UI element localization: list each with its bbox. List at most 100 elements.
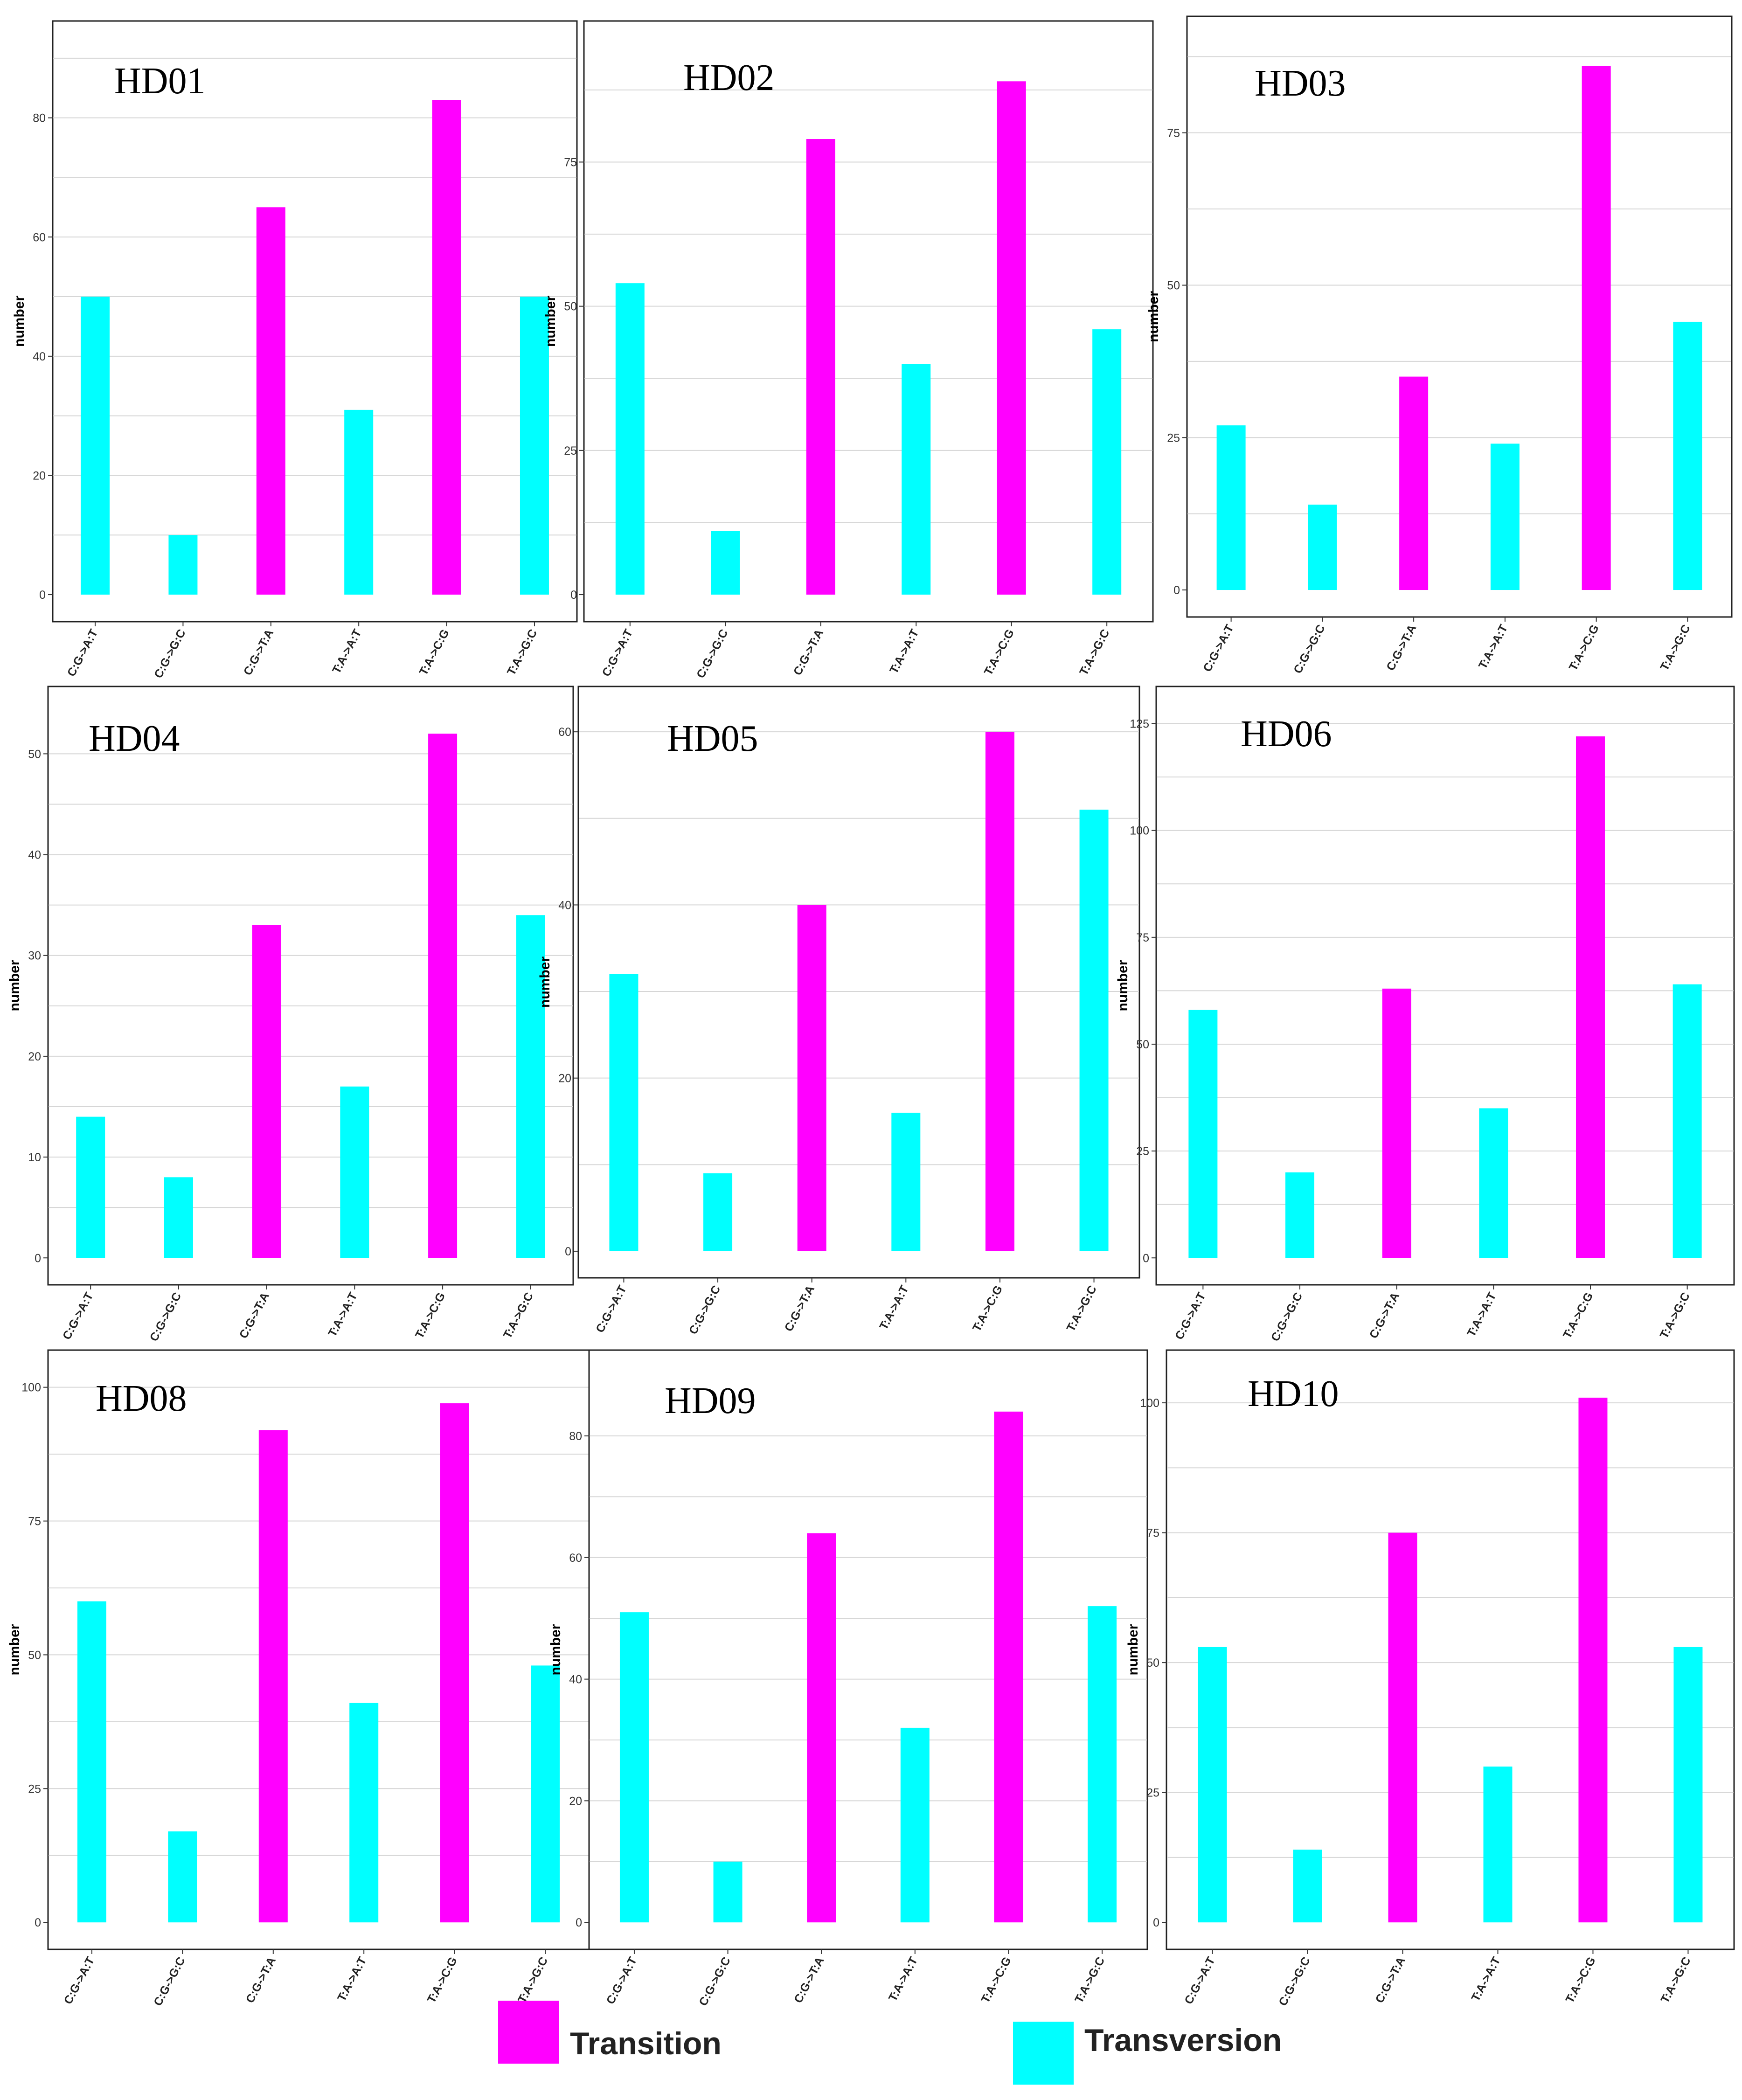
panel-title-hd02: HD02 — [683, 57, 775, 98]
bar-hd01-5 — [432, 100, 461, 595]
xtick-label-hd06-1: C:G->A:T — [1173, 1290, 1208, 1342]
ytick-label-hd06: 125 — [1130, 718, 1149, 731]
xtick-label-hd04-1: C:G->A:T — [60, 1290, 96, 1342]
xtick-label-hd03-4: T:A->A:T — [1476, 623, 1510, 672]
xtick-label-hd05-5: T:A->C:G — [970, 1283, 1005, 1334]
plot-area-hd02 — [583, 20, 1154, 623]
xtick-label-hd02-2: C:G->G:C — [694, 627, 731, 680]
legend-swatch-transition — [498, 2001, 559, 2064]
y-axis-label-hd02: number — [543, 296, 558, 347]
bar-hd05-5 — [985, 732, 1014, 1251]
ytick-label-hd10: 100 — [1140, 1397, 1159, 1410]
xtick-label-hd02-6: T:A->G:C — [1077, 627, 1112, 678]
ytick-label-hd02: 25 — [564, 444, 577, 457]
ytick-label-hd09: 80 — [569, 1430, 582, 1443]
bar-hd01-1 — [81, 297, 110, 595]
bar-hd05-3 — [797, 905, 826, 1251]
bar-hd02-2 — [711, 531, 740, 595]
y-axis-label-hd08: number — [7, 1624, 22, 1675]
bar-hd06-5 — [1575, 736, 1605, 1258]
plot-area-hd06 — [1155, 686, 1735, 1286]
ytick-label-hd04: 0 — [35, 1252, 41, 1265]
xtick-label-hd05-4: T:A->A:T — [877, 1283, 911, 1332]
ytick-label-hd01: 40 — [33, 350, 46, 363]
xtick-label-hd04-4: T:A->A:T — [326, 1290, 360, 1339]
bar-hd09-2 — [713, 1861, 743, 1923]
xtick-label-hd08-6: T:A->G:C — [515, 1955, 550, 2005]
ytick-label-hd09: 0 — [576, 1916, 582, 1929]
xtick-label-hd10-6: T:A->G:C — [1658, 1955, 1693, 2005]
xtick-label-hd10-1: C:G->A:T — [1182, 1955, 1218, 2007]
xtick-label-hd03-2: C:G->G:C — [1291, 623, 1328, 676]
xtick-label-hd09-5: T:A->C:G — [979, 1955, 1013, 2005]
chart-panels: 0 20 40 60 80 number C:G->A:T C:G->G:C C:G->T:A T… — [7, 15, 1735, 2008]
panel-hd09: 0 20 40 60 80 number C:G->A:T C:G->G:C C:G->T:A T… — [548, 1349, 1148, 2008]
xtick-label-hd04-3: C:G->T:A — [237, 1290, 272, 1341]
bar-hd04-2 — [164, 1177, 193, 1258]
ytick-label-hd03: 50 — [1167, 279, 1180, 292]
bar-hd03-4 — [1490, 444, 1520, 590]
ytick-label-hd04: 10 — [28, 1151, 41, 1164]
xtick-label-hd09-1: C:G->A:T — [604, 1955, 640, 2007]
panel-title-hd09: HD09 — [665, 1380, 756, 1421]
bar-hd09-6 — [1088, 1606, 1117, 1923]
ytick-label-hd04: 40 — [28, 849, 41, 862]
xtick-label-hd05-6: T:A->G:C — [1064, 1283, 1099, 1334]
xtick-label-hd02-4: T:A->A:T — [887, 627, 921, 676]
legend-label-transition: Transition — [570, 2026, 722, 2061]
ytick-label-hd04: 50 — [28, 748, 41, 761]
bar-hd04-6 — [516, 915, 545, 1258]
ytick-label-hd01: 80 — [33, 112, 46, 125]
ytick-label-hd02: 75 — [564, 156, 577, 169]
bar-hd03-2 — [1308, 505, 1337, 590]
bar-hd03-5 — [1582, 65, 1611, 590]
y-axis-label-hd06: number — [1115, 960, 1131, 1011]
xtick-label-hd03-6: T:A->G:C — [1658, 623, 1693, 673]
xtick-label-hd06-6: T:A->G:C — [1658, 1290, 1693, 1341]
bar-hd10-1 — [1198, 1647, 1227, 1923]
xtick-label-hd06-2: C:G->G:C — [1269, 1290, 1305, 1344]
bar-hd06-6 — [1673, 984, 1702, 1258]
plot-area-hd01 — [52, 20, 578, 623]
bar-hd08-1 — [77, 1601, 106, 1923]
y-axis-label-hd10: number — [1125, 1624, 1141, 1675]
ytick-label-hd05: 60 — [558, 726, 571, 739]
xtick-label-hd01-1: C:G->A:T — [65, 627, 101, 679]
bar-hd10-4 — [1483, 1766, 1513, 1923]
xtick-label-hd08-1: C:G->A:T — [62, 1955, 97, 2007]
bar-hd06-3 — [1382, 988, 1411, 1258]
bar-hd03-1 — [1216, 425, 1246, 590]
ytick-label-hd10: 25 — [1146, 1787, 1159, 1800]
legend-label-transversion: Transversion — [1084, 2023, 1282, 2058]
plot-area-hd08 — [47, 1349, 590, 1950]
bar-hd01-4 — [344, 409, 374, 595]
ytick-label-hd09: 40 — [569, 1673, 582, 1686]
ytick-label-hd08: 50 — [28, 1649, 41, 1662]
xtick-label-hd09-6: T:A->G:C — [1072, 1955, 1107, 2005]
plot-area-hd03 — [1186, 15, 1733, 618]
xtick-label-hd08-2: C:G->G:C — [151, 1955, 188, 2008]
bar-hd05-1 — [609, 974, 639, 1251]
xtick-label-hd10-2: C:G->G:C — [1276, 1955, 1313, 2008]
ytick-label-hd06: 100 — [1130, 825, 1149, 838]
y-axis-label-hd03: number — [1146, 291, 1161, 342]
bar-hd10-3 — [1388, 1532, 1417, 1923]
bar-hd04-3 — [252, 925, 281, 1258]
ytick-label-hd03: 75 — [1167, 127, 1180, 140]
ytick-label-hd02: 0 — [570, 589, 577, 602]
ytick-label-hd08: 75 — [28, 1515, 41, 1528]
ytick-label-hd10: 50 — [1146, 1656, 1159, 1670]
bar-hd09-4 — [900, 1727, 930, 1923]
xtick-label-hd04-6: T:A->G:C — [501, 1290, 536, 1341]
panel-hd02: 0 25 50 75 number C:G->A:T C:G->G:C C:G->T:A T:A… — [543, 20, 1154, 680]
xtick-label-hd01-5: T:A->C:G — [417, 627, 452, 678]
bar-hd08-5 — [440, 1403, 469, 1923]
panel-title-hd05: HD05 — [667, 718, 758, 759]
bar-hd04-1 — [76, 1116, 105, 1258]
legend-swatch-transversion — [1013, 2022, 1074, 2085]
panel-title-hd01: HD01 — [114, 61, 206, 102]
bar-hd02-4 — [902, 364, 931, 595]
xtick-label-hd10-5: T:A->C:G — [1563, 1955, 1598, 2005]
ytick-label-hd01: 20 — [33, 469, 46, 482]
